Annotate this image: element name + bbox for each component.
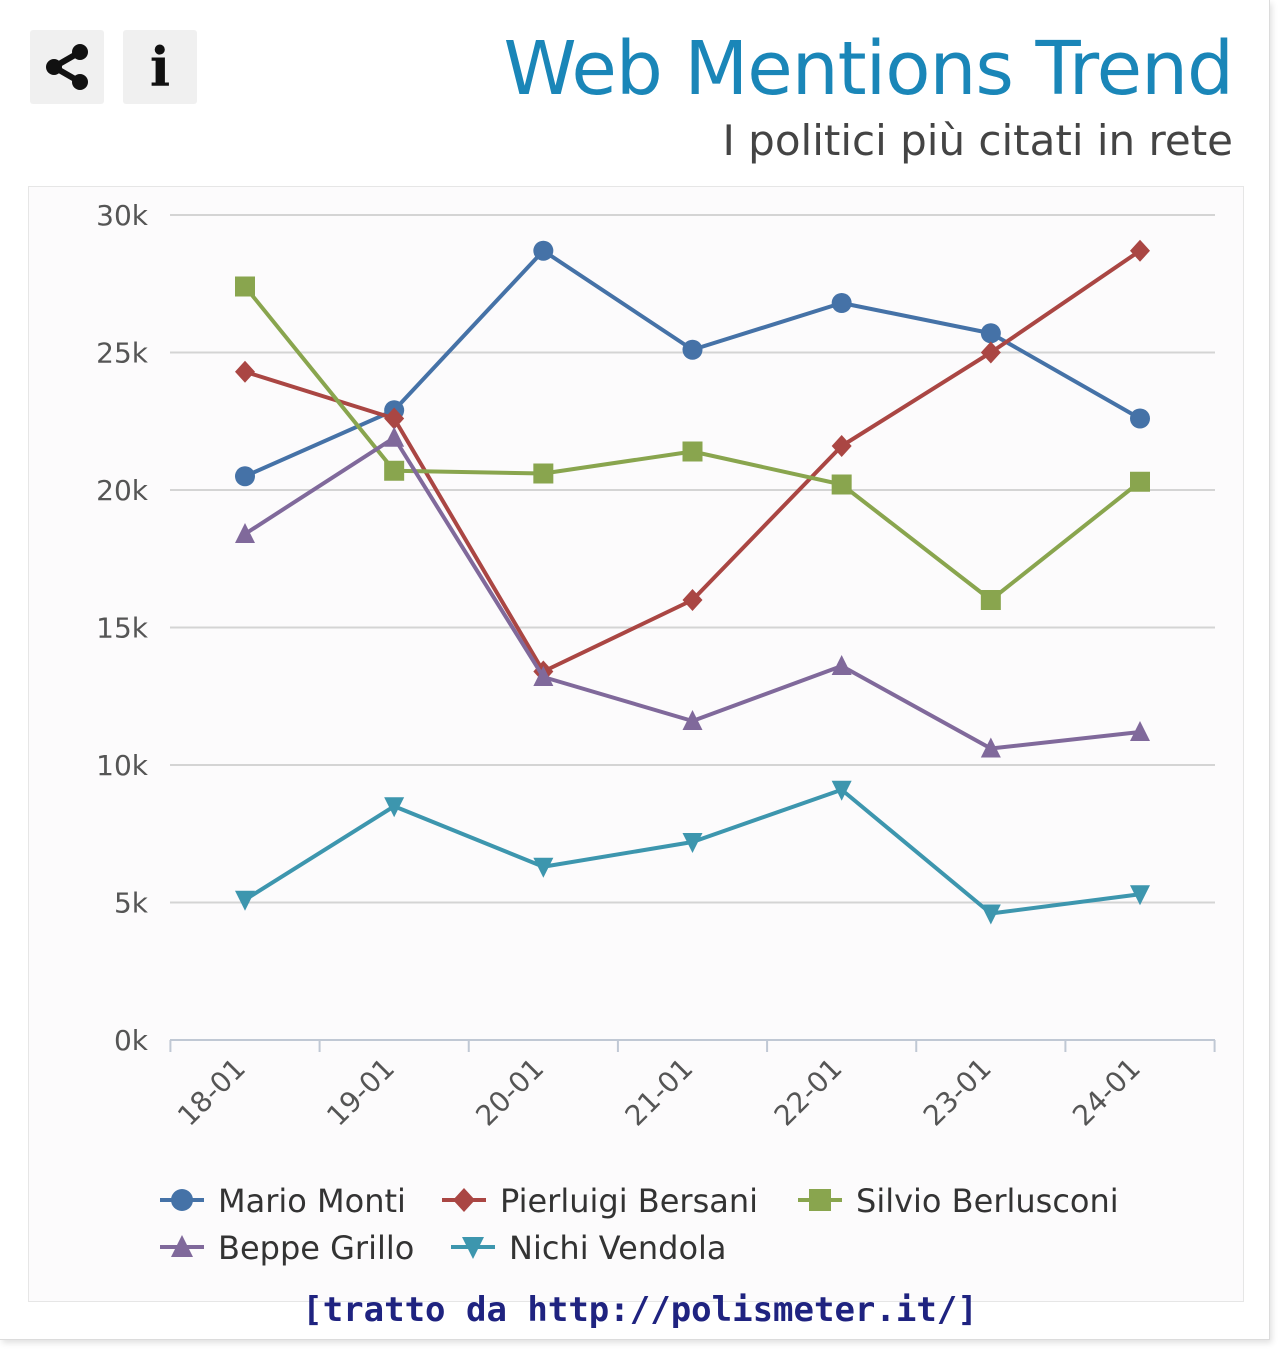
y-tick-label: 30k <box>96 199 149 232</box>
data-point[interactable] <box>235 276 255 297</box>
chart-title: Web Mentions Trend <box>503 26 1234 112</box>
series-pierluigi-bersani <box>235 239 1150 683</box>
data-point[interactable] <box>1130 408 1150 429</box>
legend-marker <box>453 1188 475 1212</box>
legend-item-beppe-grillo[interactable]: Beppe Grillo <box>160 1229 414 1267</box>
legend-marker <box>171 1235 193 1257</box>
x-tick-label: 20-01 <box>469 1052 550 1133</box>
data-point[interactable] <box>384 460 405 481</box>
legend-item-mario-monti[interactable]: Mario Monti <box>160 1182 406 1220</box>
data-point[interactable] <box>235 523 255 543</box>
info-button[interactable]: i <box>123 30 197 104</box>
source-note: [tratto da http://polismeter.it/] <box>302 1290 978 1330</box>
legend-marker <box>171 1189 193 1211</box>
info-icon: i <box>149 35 171 99</box>
x-tick-label: 22-01 <box>768 1052 849 1133</box>
data-point[interactable] <box>1130 471 1150 492</box>
data-point[interactable] <box>235 466 255 487</box>
x-tick-label: 21-01 <box>619 1052 700 1133</box>
legend-marker <box>809 1189 831 1211</box>
data-point[interactable] <box>533 463 554 484</box>
share-button[interactable] <box>30 30 104 104</box>
data-point[interactable] <box>980 737 1001 758</box>
data-point[interactable] <box>1130 239 1150 262</box>
data-point[interactable] <box>682 441 703 462</box>
axes: 0k 5k 10k 15k 20k 25k 30k 18-01 19-01 20-01 21-01 2… <box>96 199 1216 1133</box>
legend-item-nichi-vendola[interactable]: Nichi Vendola <box>451 1229 727 1267</box>
y-tick-label: 20k <box>96 474 149 507</box>
series-beppe-grillo <box>235 426 1150 758</box>
legend-label: Nichi Vendola <box>509 1229 727 1267</box>
data-point[interactable] <box>533 240 554 261</box>
data-point[interactable] <box>682 710 703 730</box>
data-point[interactable] <box>980 341 1001 364</box>
x-tick-label: 24-01 <box>1066 1052 1147 1133</box>
legend-label: Mario Monti <box>218 1182 406 1220</box>
data-point[interactable] <box>831 474 852 495</box>
data-point[interactable] <box>831 435 852 457</box>
series-silvio-berlusconi <box>235 276 1150 610</box>
series-nichi-vendola <box>235 780 1150 925</box>
data-point[interactable] <box>831 655 852 675</box>
data-point[interactable] <box>384 426 405 447</box>
series-layer <box>235 239 1150 925</box>
legend-item-silvio-berlusconi[interactable]: Silvio Berlusconi <box>798 1182 1119 1220</box>
y-tick-label: 10k <box>96 749 149 782</box>
legend-marker <box>462 1237 484 1259</box>
data-point[interactable] <box>235 360 255 383</box>
chart-subtitle: I politici più citati in rete <box>722 116 1233 165</box>
data-point[interactable] <box>831 293 852 313</box>
data-point[interactable] <box>980 590 1001 610</box>
x-tick-label: 18-01 <box>171 1052 252 1133</box>
legend-label: Beppe Grillo <box>218 1229 414 1267</box>
data-point[interactable] <box>1130 885 1150 906</box>
data-point[interactable] <box>682 589 703 611</box>
legend-label: Pierluigi Bersani <box>500 1182 758 1220</box>
y-tick-label: 5k <box>114 887 149 920</box>
data-point[interactable] <box>980 323 1001 344</box>
data-point[interactable] <box>1130 721 1150 741</box>
data-point[interactable] <box>533 666 554 686</box>
x-tick-label: 19-01 <box>320 1052 401 1133</box>
data-point[interactable] <box>980 904 1001 925</box>
data-point[interactable] <box>682 833 703 853</box>
legend: Mario Monti Pierluigi Bersani Silvio Berlu… <box>160 1182 1119 1267</box>
data-point[interactable] <box>235 890 255 911</box>
data-point[interactable] <box>384 407 405 430</box>
share-icon <box>46 44 88 90</box>
data-point[interactable] <box>384 797 405 818</box>
y-tick-label: 15k <box>96 612 149 645</box>
y-tick-label: 25k <box>96 337 149 370</box>
data-point[interactable] <box>831 780 852 801</box>
x-tick-label: 23-01 <box>917 1052 998 1133</box>
legend-label: Silvio Berlusconi <box>856 1182 1119 1220</box>
data-point[interactable] <box>533 857 554 878</box>
grid-lines <box>170 214 1215 1041</box>
y-tick-label: 0k <box>114 1024 149 1057</box>
data-point[interactable] <box>682 339 703 360</box>
legend-item-pierluigi-bersani[interactable]: Pierluigi Bersani <box>442 1182 758 1220</box>
